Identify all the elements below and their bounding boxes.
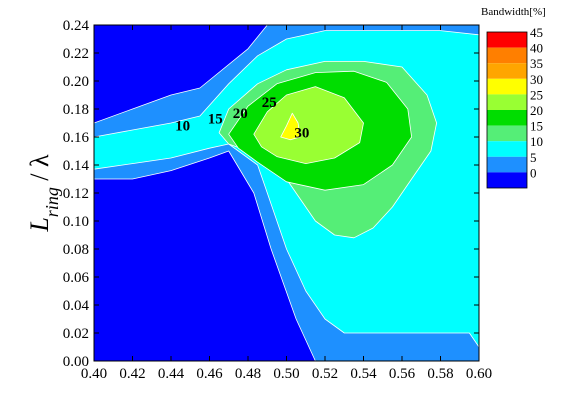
x-tick-label: 0.60 [466,366,492,382]
contour-layers [94,25,479,361]
legend-swatch-5 [487,156,527,173]
y-tick-label: 0.02 [63,326,89,342]
legend-swatch-35 [487,63,527,79]
legend-label-15: 15 [530,119,543,134]
legend-swatch-0 [487,172,527,188]
x-tick-label: 0.56 [389,366,416,382]
legend-title: Bandwidth[%] [481,6,546,18]
x-tick-label: 0.40 [81,366,107,382]
y-tick-label: 0.14 [63,158,90,174]
legend-label-40: 40 [530,41,543,56]
y-axis-label-subscript: ring [42,187,62,217]
y-tick-label: 0.08 [63,242,89,258]
y-tick-label: 0.12 [63,186,89,202]
y-tick-label: 0.24 [63,18,90,34]
legend-label-10: 10 [530,134,543,149]
legend-swatch-20 [487,110,527,126]
y-tick-label: 0.18 [63,102,89,118]
y-axis-label-main: L [25,217,54,232]
x-tick-label: 0.52 [312,366,338,382]
x-tick-label: 0.54 [350,366,377,382]
x-tick-label: 0.42 [119,366,145,382]
legend-swatch-40 [487,47,527,64]
legend-swatch-10 [487,141,527,157]
legend-frame [486,31,528,189]
contour-region-30 [280,112,301,141]
x-tick-label: 0.58 [427,366,453,382]
legend-swatch-45 [487,32,527,48]
contour-label-25: 25 [262,95,277,111]
contour-label-30: 30 [294,126,309,142]
legend-label-45: 45 [530,25,543,40]
x-tick-label: 0.44 [158,366,185,382]
legend-swatch-30 [487,78,527,95]
y-tick-label: 0.10 [63,214,89,230]
legend-label-35: 35 [530,56,543,71]
legend-label-5: 5 [530,150,537,165]
contour-region-25 [253,86,364,165]
y-tick-label: 0.20 [63,74,89,90]
x-axis: 0.40 0.42 0.44 0.46 0.48 0.50 0.52 0.54 0.56 0.58… [81,25,492,382]
legend-swatch-25 [487,94,527,110]
contour-label-layer: 10 15 20 25 30 [175,95,309,142]
x-tick-label: 0.48 [235,366,261,382]
x-tick-label: 0.50 [273,366,299,382]
legend-label-30: 30 [530,72,543,87]
x-tick-label: 0.46 [196,366,223,382]
y-tick-label: 0.00 [63,354,89,370]
y-axis-label-suffix: / λ [25,154,54,187]
legend-label-25: 25 [530,87,543,102]
contour-label-20: 20 [233,106,248,122]
y-tick-label: 0.16 [63,130,90,146]
y-tick-label: 0.04 [63,298,90,314]
y-axis-label: Lring / λ [25,154,62,233]
contour-label-15: 15 [208,112,223,128]
legend-label-0: 0 [530,165,537,180]
y-axis: 0.00 0.02 0.04 0.06 0.08 0.10 0.12 0.14 0.16 0.18… [63,18,479,370]
y-tick-label: 0.06 [63,270,90,286]
contour-label-10: 10 [175,119,190,135]
legend-label-20: 20 [530,103,543,118]
legend-swatch-15 [487,125,527,142]
y-tick-label: 0.22 [63,46,89,62]
